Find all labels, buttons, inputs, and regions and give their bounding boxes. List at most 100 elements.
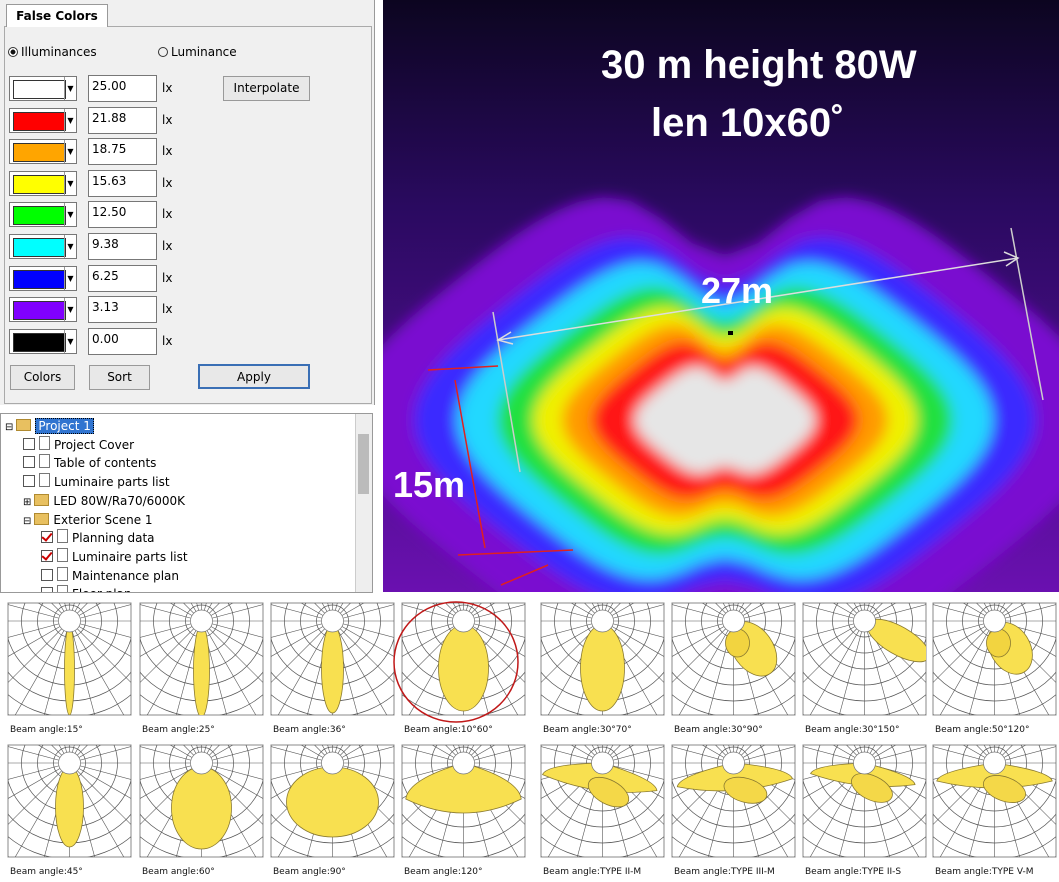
beam-lobe bbox=[438, 624, 489, 712]
grid-ray bbox=[933, 746, 995, 764]
radio-label: Luminance bbox=[171, 45, 237, 59]
radio-option[interactable]: Luminance bbox=[158, 45, 237, 59]
grid-ray bbox=[570, 745, 603, 764]
unit-label: lx bbox=[162, 270, 173, 285]
value-input[interactable]: 9.38 bbox=[88, 233, 157, 260]
color-swatch[interactable]: ▼ bbox=[9, 297, 77, 323]
value-input[interactable]: 25.00 bbox=[88, 75, 157, 102]
grid-ray bbox=[864, 604, 926, 622]
grid-ray bbox=[140, 620, 202, 638]
checkbox[interactable] bbox=[23, 437, 35, 450]
grid-ray bbox=[140, 620, 202, 657]
tree-label: Project 1 bbox=[35, 418, 94, 434]
grid-ray bbox=[69, 762, 131, 825]
dropdown-arrow: ▼ bbox=[64, 298, 76, 322]
red-line bbox=[500, 564, 549, 586]
grid-ray bbox=[570, 603, 603, 622]
polar-plot bbox=[802, 602, 927, 716]
grid-ray bbox=[463, 746, 525, 764]
grid-ray bbox=[701, 745, 734, 764]
grid-ray bbox=[803, 746, 865, 764]
grid-ray bbox=[994, 745, 1013, 764]
expander: ⊟ bbox=[23, 515, 32, 527]
grid-ray bbox=[140, 762, 202, 799]
beam-shape bbox=[193, 624, 210, 715]
radio-option[interactable]: Illuminances bbox=[8, 45, 97, 59]
beam-shape bbox=[580, 624, 625, 712]
plot-caption: Beam angle:10°60° bbox=[404, 725, 493, 735]
grid-ray bbox=[672, 620, 734, 683]
grid-ray bbox=[69, 620, 131, 683]
button[interactable]: Sort bbox=[89, 365, 150, 390]
color-swatch[interactable]: ▼ bbox=[9, 139, 77, 165]
plot-caption: Beam angle:36° bbox=[273, 725, 346, 735]
tree-item[interactable]: ⊟ Project 1 bbox=[5, 417, 94, 435]
grid-ray bbox=[672, 746, 734, 764]
color-swatch[interactable]: ▼ bbox=[9, 202, 77, 228]
grid-ray bbox=[8, 762, 70, 780]
checkbox[interactable] bbox=[41, 587, 53, 592]
plot-center bbox=[853, 609, 876, 633]
grid-ray bbox=[332, 746, 394, 764]
checkbox[interactable] bbox=[41, 568, 53, 581]
grid-ray bbox=[933, 620, 995, 638]
marker bbox=[728, 331, 733, 335]
value-input[interactable]: 21.88 bbox=[88, 106, 157, 134]
grid-ray bbox=[271, 620, 333, 683]
checkbox[interactable] bbox=[23, 456, 35, 469]
grid-ray bbox=[864, 745, 897, 764]
beam-lobe bbox=[580, 624, 625, 712]
value-input[interactable]: 3.13 bbox=[88, 296, 157, 324]
tree-label: LED 80W/Ra70/6000K bbox=[53, 493, 186, 508]
color-swatch[interactable]: ▼ bbox=[9, 265, 77, 291]
grid-ray bbox=[672, 604, 734, 622]
grid-ray bbox=[201, 603, 220, 622]
checkbox[interactable] bbox=[23, 475, 35, 488]
value-input[interactable]: 18.75 bbox=[88, 138, 157, 166]
grid-ray bbox=[314, 745, 333, 764]
grid-ray bbox=[69, 745, 102, 764]
plot-grid bbox=[140, 745, 263, 857]
tree-item[interactable]: Luminaire parts list bbox=[23, 473, 170, 491]
grid-ray bbox=[839, 620, 865, 715]
grid-ray bbox=[445, 603, 464, 622]
grid-ray bbox=[431, 603, 464, 622]
plot-center bbox=[853, 751, 876, 775]
button[interactable]: Interpolate bbox=[223, 76, 310, 101]
value-input[interactable]: 6.25 bbox=[88, 264, 157, 292]
tree-item[interactable]: Floor plan bbox=[41, 585, 132, 592]
tree-item[interactable]: Table of contents bbox=[23, 454, 156, 472]
color-swatch[interactable]: ▼ bbox=[9, 328, 77, 354]
grid-ray bbox=[69, 746, 131, 764]
grid-ray bbox=[733, 603, 752, 622]
tree-item[interactable]: ⊞ LED 80W/Ra70/6000K bbox=[23, 492, 185, 510]
color-swatch[interactable]: ▼ bbox=[9, 76, 77, 101]
value-input[interactable]: 0.00 bbox=[88, 327, 157, 355]
color-swatch[interactable]: ▼ bbox=[9, 170, 77, 196]
tree-item[interactable]: ⊟ Exterior Scene 1 bbox=[23, 511, 153, 529]
grid-ray bbox=[463, 603, 496, 622]
checkbox[interactable] bbox=[41, 531, 53, 544]
dropdown-arrow: ▼ bbox=[64, 108, 76, 132]
value-input[interactable]: 15.63 bbox=[88, 169, 157, 197]
grid-ray bbox=[332, 604, 394, 622]
grid-ray bbox=[846, 745, 865, 764]
grid-ray bbox=[51, 603, 70, 622]
value-input[interactable]: 12.50 bbox=[88, 201, 157, 229]
tree-item[interactable]: Luminaire parts list bbox=[41, 547, 188, 566]
grid-ray bbox=[602, 746, 664, 764]
tab[interactable]: False Colors bbox=[6, 4, 108, 27]
beam-shape bbox=[438, 624, 489, 712]
tree-item[interactable]: Maintenance plan bbox=[41, 566, 179, 585]
button[interactable]: Colors bbox=[10, 365, 75, 390]
button[interactable]: Apply bbox=[198, 364, 310, 389]
expander: ⊞ bbox=[23, 496, 32, 508]
checkbox[interactable] bbox=[41, 549, 53, 562]
tree-item[interactable]: Planning data bbox=[41, 529, 155, 547]
color-swatch[interactable]: ▼ bbox=[9, 234, 77, 259]
plot-caption: Beam angle:TYPE V-M bbox=[935, 867, 1033, 877]
tree-icon bbox=[57, 566, 68, 581]
tree-item[interactable]: Project Cover bbox=[23, 435, 134, 454]
scrollbar[interactable] bbox=[355, 414, 372, 592]
color-swatch[interactable]: ▼ bbox=[9, 107, 77, 133]
